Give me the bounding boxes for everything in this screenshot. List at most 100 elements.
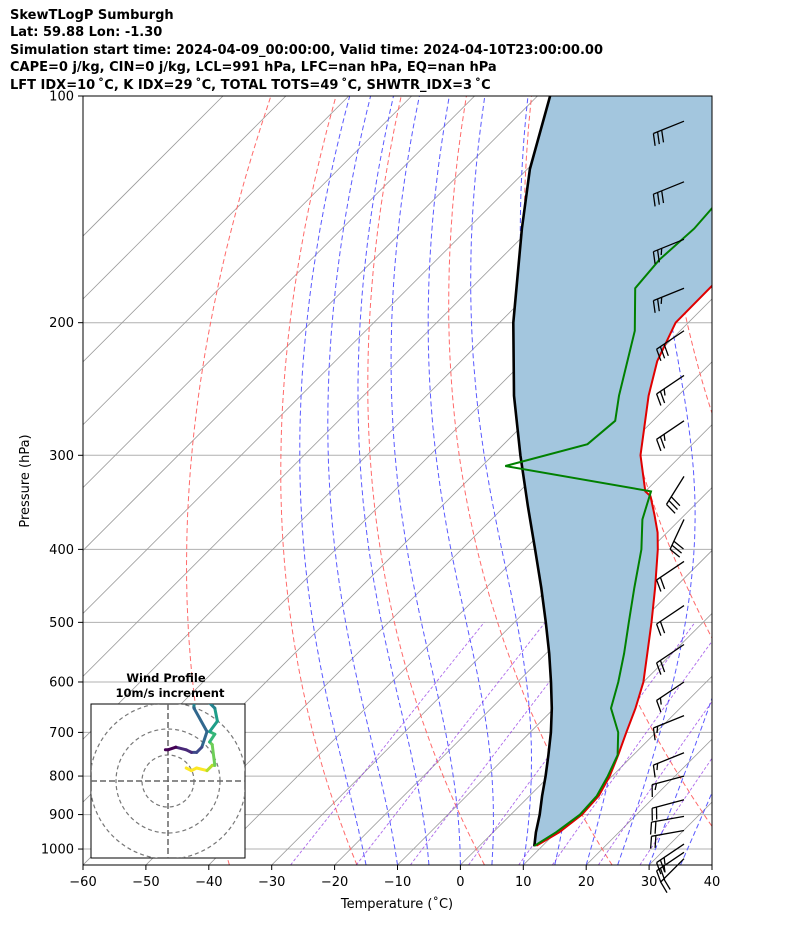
wind-barb-staff [656, 843, 685, 864]
wind-barb-full-feather [663, 878, 671, 890]
x-axis-title: Temperature (˚C) [340, 896, 453, 912]
x-tick-label: 10 [515, 875, 532, 890]
wind-barb-staff [651, 775, 685, 786]
wind-barb-full-feather [659, 859, 666, 872]
wind-barb-full-feather [656, 249, 660, 263]
wind-barb [651, 799, 685, 821]
wind-barb [649, 829, 685, 849]
parcel-profile-line [511, 96, 554, 847]
wind-barb-full-feather [656, 192, 660, 205]
isotherm-line [83, 96, 287, 300]
y-tick-label: 700 [49, 726, 74, 741]
mixing-ratio-line [290, 622, 485, 865]
wind-barb [669, 519, 685, 558]
wind-barb-full-feather [671, 544, 683, 554]
wind-barb-full-feather [670, 496, 681, 507]
stability-indices: LFT IDX=10 ˚C, K IDX=29 ˚C, TOTAL TOTS=4… [10, 77, 491, 93]
wind-barb [652, 715, 685, 741]
isotherm-line [83, 96, 350, 363]
mixing-ratio-line [598, 700, 712, 865]
wind-barb-full-feather [654, 821, 657, 834]
hodograph-trace-segment [208, 732, 217, 744]
wind-barb-staff [656, 374, 685, 395]
wind-barb-staff [660, 858, 685, 883]
isotherm-line [711, 864, 712, 865]
station-title: SkewTLogP Sumburgh [10, 8, 174, 23]
wind-barb-half-feather [659, 697, 662, 705]
wind-barb [651, 775, 685, 798]
wind-barb-full-feather [656, 298, 660, 312]
wind-barb-half-feather [656, 763, 659, 771]
wind-barb-half-feather [663, 865, 666, 873]
wind-barb-staff [653, 181, 685, 195]
moist-adiabat-line [680, 791, 712, 865]
wind-barb-full-feather [655, 579, 662, 592]
hodograph-trace-segment [210, 743, 217, 767]
wind-barb [655, 605, 685, 636]
wind-barb-staff [656, 330, 685, 350]
hodograph-title: Wind Profile [126, 671, 206, 685]
wind-barb [652, 287, 685, 313]
wind-barb-staff [653, 120, 685, 135]
wind-barb-full-feather [659, 391, 666, 404]
wind-barb-staff [669, 519, 685, 550]
moist-adiabat-line [711, 863, 712, 865]
mixing-ratio-line [551, 640, 712, 865]
wind-barb [655, 643, 685, 675]
wind-barb-full-feather [652, 133, 656, 146]
wind-barb [655, 681, 685, 713]
y-tick-label: 1000 [41, 843, 74, 858]
dry-adiabat-line [185, 96, 272, 865]
wind-barb-full-feather [655, 439, 662, 452]
isotherm-line [83, 96, 224, 237]
convective-indices: CAPE=0 j/kg, CIN=0 j/kg, LCL=991 hPa, LF… [10, 60, 497, 76]
dewpoint-profile-line [505, 206, 712, 847]
wind-barb [652, 238, 685, 264]
x-tick-label: −60 [69, 875, 96, 890]
wind-barb-full-feather [668, 500, 678, 510]
wind-barb-full-feather [655, 870, 662, 883]
y-tick-label: 500 [49, 616, 74, 631]
hodograph-increment-label: 10m/s increment [116, 686, 225, 700]
x-tick-label: −30 [258, 875, 285, 890]
wind-barb-staff [653, 752, 685, 766]
wind-barb-staff [651, 815, 685, 823]
wind-barb-full-feather [652, 251, 656, 264]
isotherm-line [83, 96, 412, 426]
wind-barb-staff [653, 238, 685, 253]
wind-barb-staff [653, 287, 685, 302]
wind-barb [655, 374, 685, 406]
x-tick-label: −20 [321, 875, 348, 890]
x-tick-label: 20 [578, 875, 595, 890]
x-tick-label: 0 [456, 875, 464, 890]
x-tick-label: 40 [704, 875, 721, 890]
isotherm-line [83, 96, 538, 552]
x-tick-label: −10 [384, 875, 411, 890]
wind-barb [660, 858, 685, 894]
wind-barb-full-feather [656, 131, 660, 145]
wind-barb-full-feather [654, 835, 657, 848]
isotherm-line [83, 96, 601, 614]
wind-barb-full-feather [652, 194, 656, 207]
wind-barb-half-feather [656, 726, 659, 734]
dry-adiabat-line [727, 96, 794, 865]
station-coordinates: Lat: 59.88 Lon: -1.30 [10, 25, 163, 41]
wind-barb-full-feather [649, 822, 653, 835]
isotherm-line [271, 424, 712, 865]
dry-adiabat-line [280, 96, 358, 865]
wind-barb [655, 330, 685, 362]
wind-barb-full-feather [660, 881, 668, 894]
wind-barb-staff [656, 681, 685, 701]
chart-header: SkewTLogP Sumburgh Lat: 59.88 Lon: -1.30… [10, 7, 603, 94]
wind-barb [665, 476, 685, 514]
wind-barb-staff [651, 829, 685, 837]
hodograph-trace-segment [195, 766, 209, 773]
y-tick-label: 300 [49, 449, 74, 464]
y-axis-title: Pressure (hPa) [18, 434, 33, 527]
hodograph-trace-segment [174, 745, 188, 752]
wind-barb-full-feather [652, 300, 656, 313]
wind-barb-staff [651, 799, 685, 809]
wind-barb-staff [656, 420, 685, 440]
y-tick-label: 400 [49, 543, 74, 558]
